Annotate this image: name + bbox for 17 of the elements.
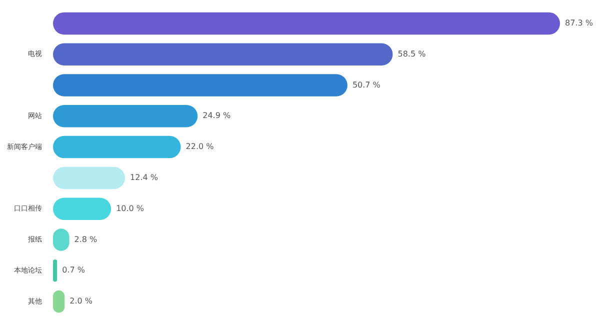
data-label: 2.8 % xyxy=(74,234,98,244)
data-label: 87.3 % xyxy=(565,18,594,28)
data-label: 0.7 % xyxy=(62,266,86,275)
bar xyxy=(53,166,126,190)
bar xyxy=(53,260,58,282)
data-label: 58.5 % xyxy=(398,49,426,58)
data-label: 10.0 % xyxy=(116,204,144,213)
data-label: 22.0 % xyxy=(186,142,214,152)
bar xyxy=(53,136,181,158)
bar xyxy=(53,12,560,35)
data-label: 24.9 % xyxy=(202,111,231,120)
data-label: 2.0 % xyxy=(70,296,93,306)
data-label: 50.7 % xyxy=(352,80,381,90)
bar xyxy=(53,43,393,66)
bar xyxy=(53,105,198,128)
bar xyxy=(53,74,348,96)
data-label: 12.4 % xyxy=(130,173,158,182)
